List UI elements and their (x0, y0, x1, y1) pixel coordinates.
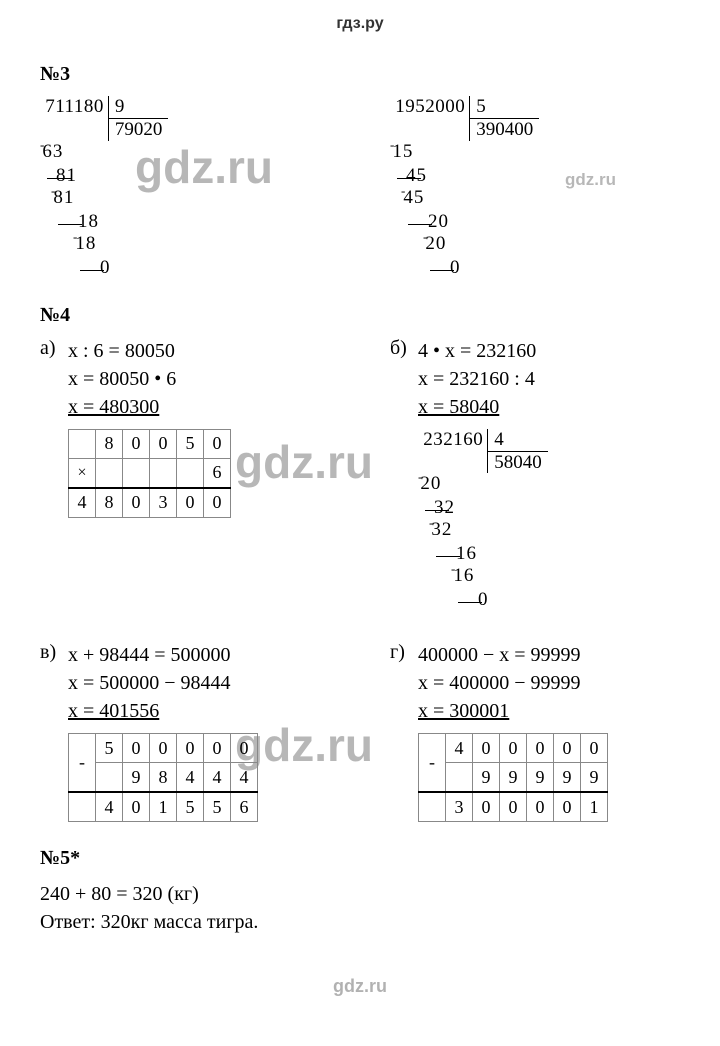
calc-table-d: -40000099999300001 (418, 733, 608, 822)
label-a: а) (40, 337, 68, 518)
calc-table-a: 80050×6480300 (68, 429, 231, 518)
problem-4-title: №4 (40, 304, 680, 327)
footer-watermark: gdz.ru (40, 976, 680, 997)
label-c: в) (40, 641, 68, 822)
eq-result: x = 58040 (418, 393, 548, 421)
long-division-2: 1952000 5 390400 -1545-4520-200 (390, 96, 539, 279)
eq-line: x = 232160 : 4 (418, 365, 548, 393)
quotient: 79020 (109, 119, 169, 141)
calc-line: 240 + 80 = 320 (кг) (40, 880, 680, 908)
eq-result: x = 401556 (68, 697, 258, 725)
equations-a: x : 6 = 80050 x = 80050 • 6 x = 480300 (68, 337, 231, 421)
problem-3-title: №3 (40, 63, 680, 86)
eq-line: x + 98444 = 500000 (68, 641, 258, 669)
problem-3-body: 711180 9 79020 -6381-8118-180 1952000 5 … (40, 96, 680, 279)
dividend: 232160 (423, 429, 483, 450)
divisor: 4 (488, 429, 548, 452)
problem-4-row-ab: а) x : 6 = 80050 x = 80050 • 6 x = 48030… (40, 337, 680, 612)
site-header: гдз.ру (40, 15, 680, 33)
long-division-1: 711180 9 79020 -6381-8118-180 (40, 96, 168, 279)
dividend: 711180 (45, 96, 104, 117)
quotient: 58040 (488, 452, 548, 474)
dividend: 1952000 (395, 96, 465, 117)
eq-line: x = 400000 − 99999 (418, 669, 608, 697)
divisor: 9 (109, 96, 169, 119)
calc-table-c: -50000098444401556 (68, 733, 258, 822)
eq-line: 4 • x = 232160 (418, 337, 548, 365)
answer-line: Ответ: 320кг масса тигра. (40, 908, 680, 936)
equations-d: 400000 − x = 99999 x = 400000 − 99999 x … (418, 641, 608, 725)
eq-line: 400000 − x = 99999 (418, 641, 608, 669)
eq-line: x = 500000 − 98444 (68, 669, 258, 697)
eq-result: x = 480300 (68, 393, 231, 421)
eq-line: x = 80050 • 6 (68, 365, 231, 393)
divisor: 5 (470, 96, 539, 119)
page: гдз.ру gdz.ru gdz.ru gdz.ru gdz.ru №3 71… (0, 0, 720, 1037)
eq-result: x = 300001 (418, 697, 608, 725)
problem-5-body: 240 + 80 = 320 (кг) Ответ: 320кг масса т… (40, 880, 680, 936)
eq-line: x : 6 = 80050 (68, 337, 231, 365)
quotient: 390400 (470, 119, 539, 141)
problem-4-row-cd: в) x + 98444 = 500000 x = 500000 − 98444… (40, 641, 680, 822)
label-d: г) (390, 641, 418, 822)
problem-5-title: №5* (40, 847, 680, 870)
label-b: б) (390, 337, 418, 612)
equations-b: 4 • x = 232160 x = 232160 : 4 x = 58040 (418, 337, 548, 421)
long-division-b: 232160 4 58040 -2032-3216-160 (418, 429, 548, 612)
equations-c: x + 98444 = 500000 x = 500000 − 98444 x … (68, 641, 258, 725)
